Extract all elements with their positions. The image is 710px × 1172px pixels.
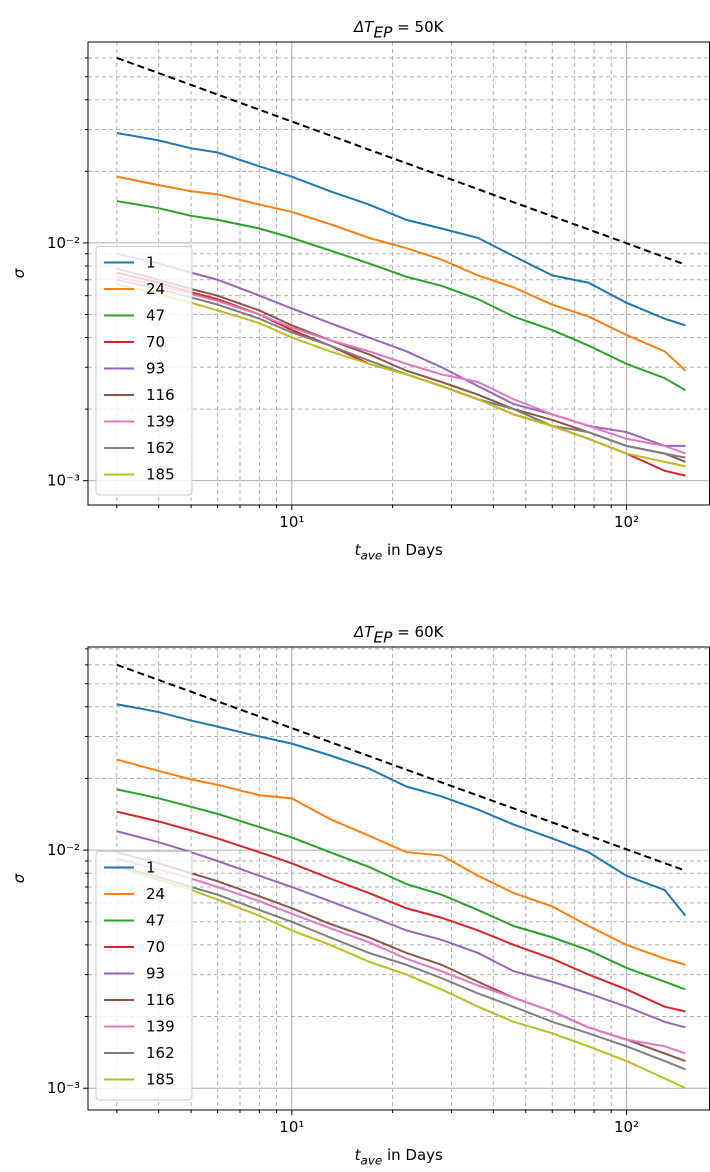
series-line (116, 830, 686, 1029)
series-line (116, 271, 686, 477)
series-line (116, 865, 686, 1090)
legend-label: 70 (146, 938, 165, 956)
legend-label: 1 (146, 859, 156, 877)
reference-line (116, 663, 686, 872)
legend-label: 47 (146, 912, 165, 930)
x-tick-label: 10² (614, 1118, 639, 1136)
series-line (116, 788, 686, 991)
y-tick-label: 10⁻² (47, 234, 80, 252)
legend-label: 93 (146, 360, 165, 378)
series-line (116, 758, 686, 966)
x-axis-label: tave in Days (355, 541, 443, 562)
y-tick-label: 10⁻² (47, 841, 80, 859)
legend-label: 70 (146, 333, 165, 351)
legend-label: 93 (146, 965, 165, 983)
series-line (116, 810, 686, 1013)
legend-label: 116 (146, 386, 175, 404)
x-tick-label: 10² (614, 513, 639, 531)
x-axis-label: tave in Days (355, 1146, 443, 1167)
legend-label: 116 (146, 991, 175, 1009)
y-tick-label: 10⁻³ (47, 1079, 80, 1097)
chart-title: ΔTEP = 50K (353, 18, 445, 42)
series-line (116, 175, 687, 372)
legend-label: 162 (146, 439, 175, 457)
series-line (116, 252, 686, 447)
legend-label: 24 (146, 280, 165, 298)
legend-label: 139 (146, 413, 175, 431)
series-line (116, 200, 686, 392)
chart-title: ΔTEP = 60K (353, 623, 445, 647)
y-tick-label: 10⁻³ (47, 472, 80, 490)
legend-box (95, 246, 193, 496)
legend-label: 185 (146, 466, 175, 484)
series-line (116, 864, 686, 1071)
reference-line (116, 56, 686, 266)
legend-label: 162 (146, 1044, 175, 1062)
legend-label: 47 (146, 307, 165, 325)
series-line (116, 703, 687, 917)
legend-label: 185 (146, 1071, 175, 1089)
y-axis-label: σ (10, 268, 28, 278)
legend-label: 1 (146, 254, 156, 272)
series-line (116, 283, 686, 468)
x-tick-label: 10¹ (279, 513, 304, 531)
series-line (116, 132, 686, 327)
series-line (116, 275, 686, 455)
y-axis-label: σ (10, 873, 28, 883)
legend-label: 139 (146, 1018, 175, 1036)
series-line (116, 857, 686, 1055)
x-tick-label: 10¹ (279, 1118, 304, 1136)
legend-box (95, 851, 193, 1101)
legend-label: 24 (146, 885, 165, 903)
